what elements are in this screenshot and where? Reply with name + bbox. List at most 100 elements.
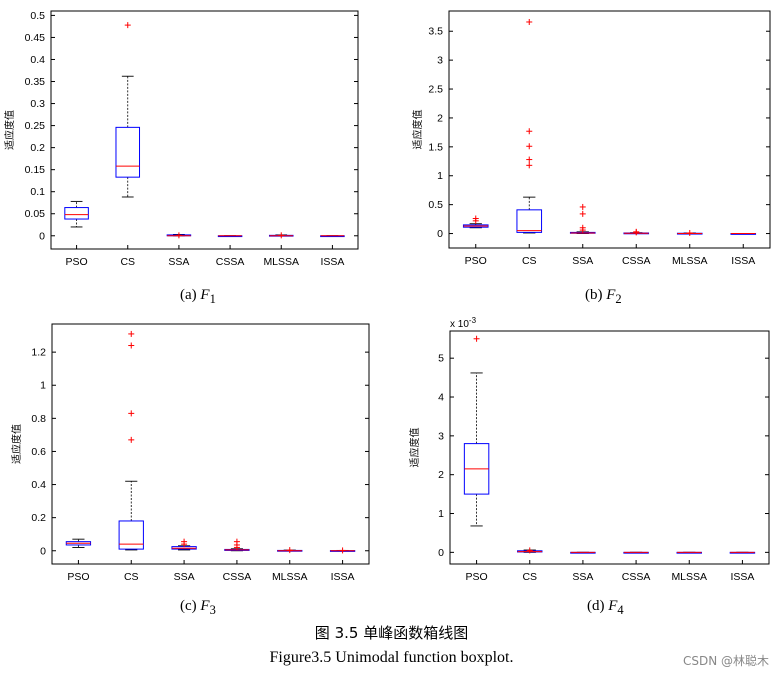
y-tick-label: 5 [438,353,444,365]
caption-c: (c) F3 [180,598,216,618]
box-cssa [623,551,649,554]
plot-frame [449,330,770,565]
x-tick-label: MLSSA [671,571,707,583]
y-tick-label: 0.35 [25,76,46,88]
outlier-marker [526,162,533,169]
y-tick-label: 3 [437,55,443,67]
outlier-marker [579,210,586,217]
box-cssa [217,235,243,238]
outlier-marker [473,335,480,342]
outlier-marker [128,342,135,349]
box-pso [65,538,92,548]
y-tick-label: 3.5 [428,26,443,38]
figure-subtitle: Figure3.5 Unimodal function boxplot. [269,649,514,666]
box-mlssa [676,551,702,554]
caption-c-sub: 3 [209,603,216,617]
caption-d: (d) F4 [587,598,624,618]
x-tick-label: CS [522,571,537,583]
x-tick-label: MLSSA [263,256,299,268]
x-tick-label: SSA [572,255,593,267]
caption-a-sub: 1 [209,292,216,306]
outlier-marker [686,229,693,236]
x-tick-label: CS [522,255,537,267]
box-cs [115,22,141,198]
watermark: CSDN @林聪木 [682,654,769,668]
box-mlssa [277,547,303,554]
y-tick-label: 0.05 [25,208,46,220]
outlier-marker [526,547,533,554]
box-ssa [171,538,197,551]
y-tick-label: 0.4 [31,479,46,491]
x-tick-label: CSSA [216,256,245,268]
caption-a-var: F [200,287,210,303]
outlier-marker [175,232,182,239]
y-tick-label: 4 [438,392,444,404]
box-body [64,207,89,220]
x-tick-label: MLSSA [672,255,708,267]
box-body [115,126,141,178]
plot-frame [51,323,370,565]
box-mlssa [676,229,703,236]
box-issa [329,547,356,554]
x-tick-label: PSO [65,256,87,268]
x-tick-label: PSO [465,571,487,583]
y-tick-label: 0.2 [30,142,45,154]
x-tick-label: PSO [465,255,487,267]
x-tick-label: ISSA [730,571,754,583]
box-pso [64,200,89,228]
box-ssa [570,551,596,554]
outlier-marker [128,330,135,337]
y-exponent-power: -3 [469,316,477,325]
y-tick-label: 0.15 [25,164,46,176]
y-tick-label: 0.6 [31,446,46,458]
y-tick-label: 2 [438,469,444,481]
y-tick-label: 0.25 [25,120,46,132]
caption-b: (b) F2 [585,287,622,307]
y-tick-label: 0.5 [428,199,443,211]
y-tick-label: 0 [39,230,45,242]
y-axis-label: 适应度值 [408,428,421,468]
plot-frame [448,10,771,249]
y-tick-label: 0 [40,545,46,557]
outlier-marker [128,410,135,417]
caption-c-var: F [200,598,210,614]
x-tick-label: MLSSA [272,571,308,583]
x-tick-label: CSSA [622,255,651,267]
outlier-marker [526,156,533,163]
outlier-marker [124,22,131,29]
y-axis-label: 适应度值 [10,424,23,464]
y-tick-label: 1.2 [31,347,46,359]
outlier-marker [339,547,346,554]
caption-b-prefix: (b) [585,287,607,303]
y-tick-label: 0.2 [31,512,46,524]
x-tick-label: CS [124,571,139,583]
x-tick-label: ISSA [331,571,355,583]
chart-panel-2: 0 0.2 0.4 0.6 0.8 1 1.2 适应度值 PSO CS SSA CSSA MLSSA IS… [10,323,370,583]
caption-b-var: F [606,287,616,303]
outlier-marker [278,232,285,239]
y-tick-label: 1 [438,508,444,520]
y-tick-label: 0 [437,228,443,240]
outlier-marker [233,538,240,545]
y-tick-label: 1 [40,380,46,392]
y-tick-label: 2 [437,112,443,124]
y-tick-label: 0.45 [25,32,46,44]
x-tick-label: CSSA [223,571,252,583]
caption-a: (a) F1 [180,287,216,307]
y-axis-label: 适应度值 [3,110,16,150]
outlier-marker [579,224,586,231]
box-cs [516,18,543,234]
figure-title: 图 3.5 单峰函数箱线图 [314,624,469,642]
outlier-marker [472,215,479,222]
x-tick-label: CSSA [622,571,651,583]
caption-c-prefix: (c) [180,598,201,614]
y-tick-label: 0.8 [31,413,46,425]
box-ssa [569,203,596,234]
outlier-marker [128,436,135,443]
y-tick-label: 2.5 [428,84,443,96]
y-tick-label: 3 [438,430,444,442]
x-tick-label: SSA [572,571,593,583]
outlier-marker [526,18,533,25]
x-tick-label: SSA [174,571,195,583]
